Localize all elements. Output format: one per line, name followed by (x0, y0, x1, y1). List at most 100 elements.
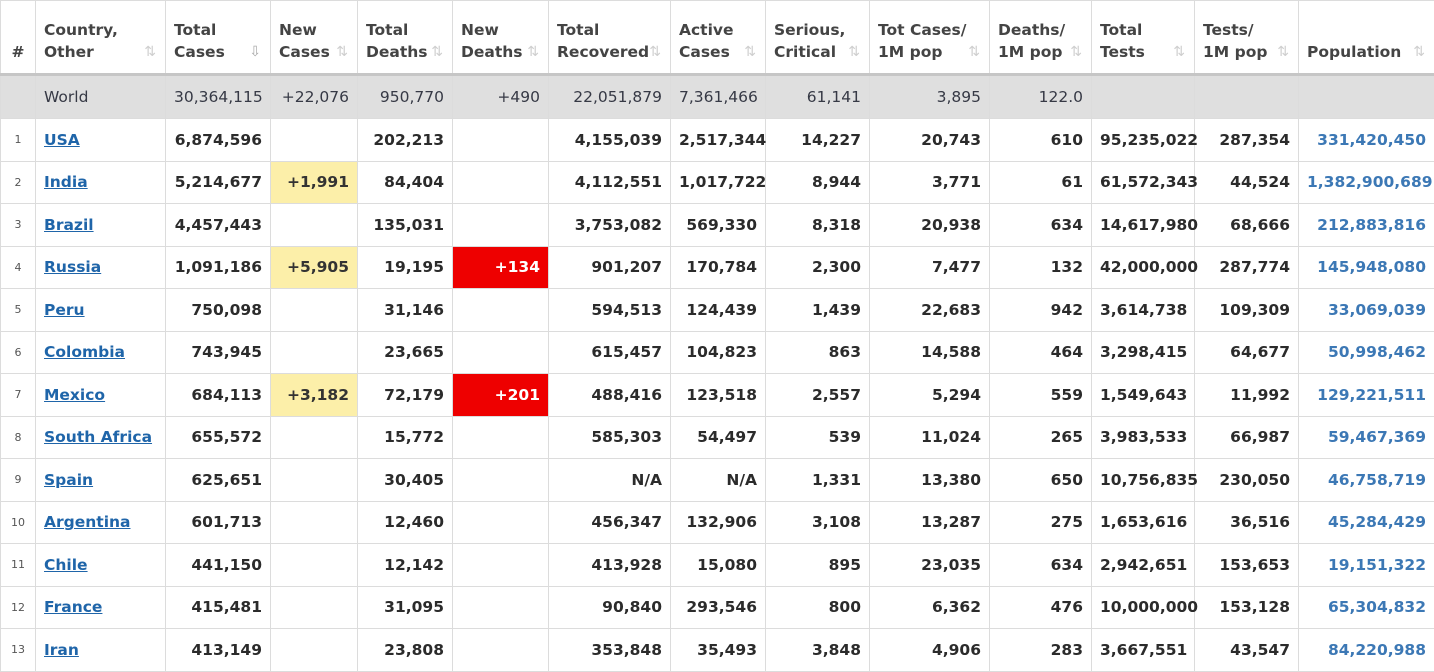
column-header-country[interactable]: Country,Other⇅ (36, 1, 166, 75)
row-index: 13 (1, 629, 36, 672)
deaths-per-1m-cell: 265 (990, 416, 1092, 459)
country-link[interactable]: Peru (44, 301, 85, 319)
sort-icon[interactable]: ⇅ (1070, 41, 1082, 63)
row-index: 2 (1, 161, 36, 204)
country-link[interactable]: Iran (44, 641, 79, 659)
sort-icon[interactable]: ⇅ (1173, 41, 1185, 63)
column-header-cases-per-1m[interactable]: Tot Cases/1M pop⇅ (870, 1, 990, 75)
total-deaths-cell: 31,095 (358, 586, 453, 629)
column-header-deaths-per-1m[interactable]: Deaths/1M pop ⇅ (990, 1, 1092, 75)
sort-icon[interactable]: ⇅ (527, 41, 539, 63)
serious-cell: 1,439 (766, 289, 870, 332)
sort-icon[interactable]: ⇅ (1413, 41, 1425, 63)
country-cell: Colombia (36, 331, 166, 374)
deaths-per-1m-cell: 283 (990, 629, 1092, 672)
sort-icon[interactable]: ⇅ (431, 41, 443, 63)
column-header-tests-per-1m[interactable]: Tests/1M pop⇅ (1195, 1, 1299, 75)
header-label: Cases (679, 43, 730, 61)
header-label: Deaths/ (998, 21, 1065, 39)
serious-cell: 539 (766, 416, 870, 459)
sort-icon[interactable]: ⇅ (144, 41, 156, 63)
sort-icon[interactable]: ⇅ (968, 41, 980, 63)
header-label: 1M pop (998, 43, 1062, 61)
row-index: 4 (1, 246, 36, 289)
country-link[interactable]: Russia (44, 258, 101, 276)
country-link[interactable]: Colombia (44, 343, 125, 361)
population-cell: 33,069,039 (1299, 289, 1434, 332)
column-header-serious-critical[interactable]: Serious, Critical ⇅ (766, 1, 870, 75)
country-cell: Iran (36, 629, 166, 672)
total-recovered-cell: 353,848 (549, 629, 671, 672)
country-link[interactable]: USA (44, 131, 80, 149)
header-label: Serious, (774, 21, 845, 39)
sort-icon[interactable]: ⇅ (1277, 41, 1289, 63)
active-cases-cell: 569,330 (671, 204, 766, 247)
sort-icon[interactable]: ⇅ (744, 41, 756, 63)
new-deaths-cell (453, 501, 549, 544)
row-index: 1 (1, 119, 36, 162)
total-tests-cell: 42,000,000 (1092, 246, 1195, 289)
total-recovered-cell: 4,155,039 (549, 119, 671, 162)
header-label: New (279, 21, 317, 39)
country-link[interactable]: South Africa (44, 428, 152, 446)
country-link[interactable]: France (44, 598, 102, 616)
total-tests-cell: 95,235,022 (1092, 119, 1195, 162)
total-cases-cell: 415,481 (166, 586, 271, 629)
total-deaths-cell: 202,213 (358, 119, 453, 162)
deaths-per-1m-cell: 650 (990, 459, 1092, 502)
header-label: Total (557, 21, 599, 39)
population-cell: 331,420,450 (1299, 119, 1434, 162)
country-link[interactable]: Mexico (44, 386, 105, 404)
country-link[interactable]: Spain (44, 471, 93, 489)
row-index: 12 (1, 586, 36, 629)
sort-icon[interactable]: ⇅ (848, 41, 860, 63)
total-recovered-cell: 4,112,551 (549, 161, 671, 204)
row-index: 5 (1, 289, 36, 332)
sort-icon[interactable]: ⇅ (649, 41, 661, 63)
total-cases-cell: 625,651 (166, 459, 271, 502)
serious-cell: 61,141 (766, 75, 870, 119)
population-cell: 59,467,369 (1299, 416, 1434, 459)
total-recovered-cell: N/A (549, 459, 671, 502)
sort-icon[interactable]: ⇩ (249, 41, 261, 63)
active-cases-cell: 35,493 (671, 629, 766, 672)
row-index: 11 (1, 544, 36, 587)
serious-cell: 1,331 (766, 459, 870, 502)
total-cases-cell: 4,457,443 (166, 204, 271, 247)
total-cases-cell: 413,149 (166, 629, 271, 672)
sort-icon[interactable]: ⇅ (336, 41, 348, 63)
row-index: 6 (1, 331, 36, 374)
cases-per-1m-cell: 11,024 (870, 416, 990, 459)
country-link[interactable]: India (44, 173, 88, 191)
country-cell: India (36, 161, 166, 204)
header-label: Total (1100, 21, 1142, 39)
country-link[interactable]: Brazil (44, 216, 94, 234)
new-cases-cell: +3,182 (271, 374, 358, 417)
new-deaths-cell (453, 204, 549, 247)
deaths-per-1m-cell: 275 (990, 501, 1092, 544)
country-link[interactable]: Argentina (44, 513, 131, 531)
new-deaths-cell (453, 119, 549, 162)
active-cases-cell: 2,517,344 (671, 119, 766, 162)
population-cell: 129,221,511 (1299, 374, 1434, 417)
total-deaths-cell: 72,179 (358, 374, 453, 417)
world-row: World 30,364,115 +22,076 950,770 +490 22… (1, 75, 1434, 119)
header-label: Critical (774, 43, 836, 61)
active-cases-cell: N/A (671, 459, 766, 502)
cases-per-1m-cell: 22,683 (870, 289, 990, 332)
country-link[interactable]: Chile (44, 556, 88, 574)
new-cases-cell (271, 119, 358, 162)
column-header-index: # (1, 1, 36, 75)
column-header-population[interactable]: Population⇅ (1299, 1, 1434, 75)
